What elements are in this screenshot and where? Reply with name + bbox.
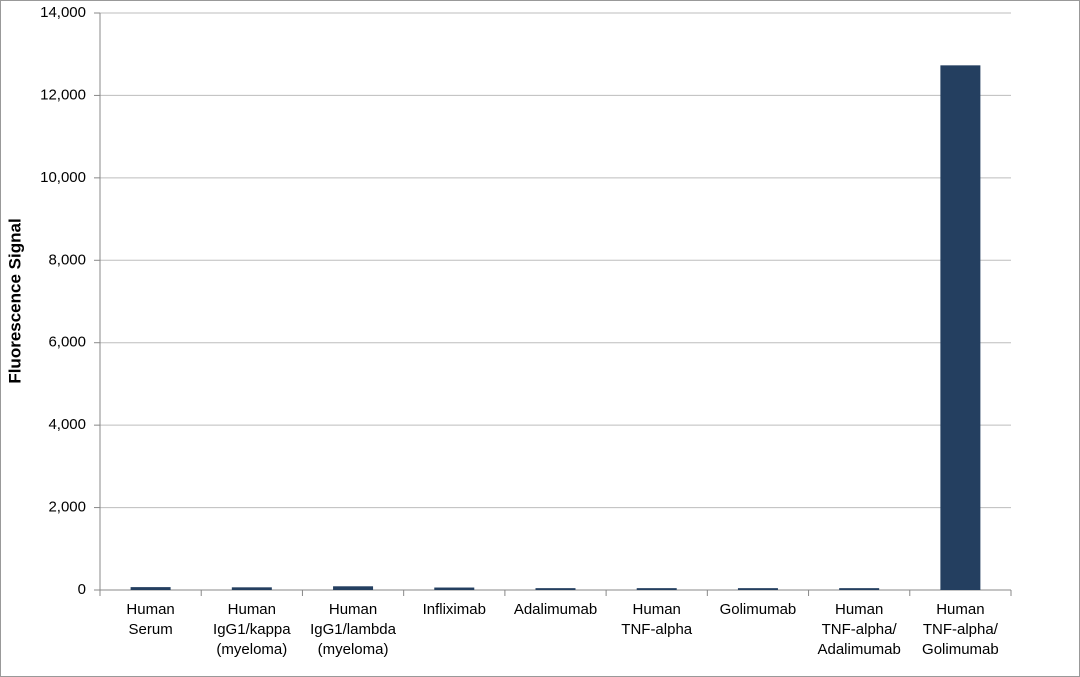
- x-tick-label: Infliximab: [423, 601, 486, 618]
- bar: [737, 588, 778, 590]
- x-tick-label: Human TNF-alpha/Adalimumab: [817, 601, 900, 658]
- y-tick-label: 6,000: [48, 334, 86, 351]
- bar: [535, 588, 576, 590]
- bar: [434, 587, 475, 590]
- y-tick-label: 14,000: [40, 4, 86, 21]
- bar: [940, 65, 981, 590]
- bar: [333, 586, 374, 590]
- x-tick-label: Human TNF-alpha/Golimumab: [922, 601, 999, 658]
- y-tick-label: 12,000: [40, 86, 86, 103]
- bar: [231, 587, 272, 590]
- bar: [130, 587, 171, 590]
- y-tick-label: 0: [78, 581, 86, 598]
- y-axis-title: Fluorescence Signal: [5, 218, 24, 383]
- y-tick-label: 2,000: [48, 499, 86, 516]
- x-tick-label: Adalimumab: [514, 601, 597, 618]
- x-tick-label: Human TNF-alpha: [621, 601, 693, 638]
- x-tick-label: Human Serum: [126, 601, 174, 638]
- y-tick-label: 10,000: [40, 169, 86, 186]
- y-tick-label: 8,000: [48, 251, 86, 268]
- x-tick-label: Golimumab: [720, 601, 797, 618]
- bar: [636, 588, 677, 590]
- bar: [839, 588, 880, 590]
- x-tick-label: Human IgG1/lambda (myeloma): [310, 601, 397, 658]
- x-tick-label: Human IgG1/kappa (myeloma): [213, 601, 291, 658]
- y-tick-label: 4,000: [48, 416, 86, 433]
